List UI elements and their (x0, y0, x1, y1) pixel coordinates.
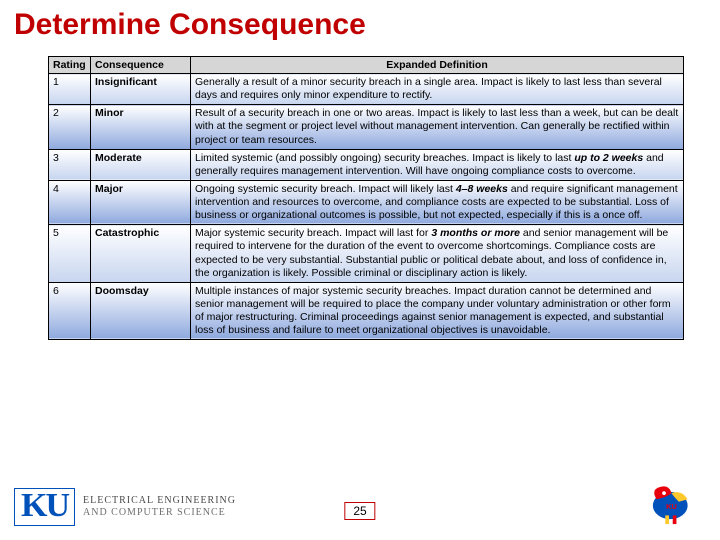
table-row: 5CatastrophicMajor systemic security bre… (49, 225, 684, 283)
cell-rating: 3 (49, 149, 91, 180)
col-definition: Expanded Definition (191, 57, 684, 74)
cell-definition: Limited systemic (and possibly ongoing) … (191, 149, 684, 180)
cell-consequence: Moderate (91, 149, 191, 180)
slide-footer: KU ELECTRICAL ENGINEERING AND COMPUTER S… (0, 478, 720, 534)
cell-consequence: Minor (91, 105, 191, 149)
table-header-row: Rating Consequence Expanded Definition (49, 57, 684, 74)
ku-logo: KU ELECTRICAL ENGINEERING AND COMPUTER S… (14, 488, 236, 526)
col-consequence: Consequence (91, 57, 191, 74)
cell-consequence: Doomsday (91, 282, 191, 340)
cell-definition: Result of a security breach in one or tw… (191, 105, 684, 149)
page-number: 25 (344, 502, 375, 520)
table-body: 1InsignificantGenerally a result of a mi… (49, 74, 684, 340)
ku-mark-icon: KU (14, 488, 75, 526)
consequence-table: Rating Consequence Expanded Definition 1… (48, 56, 684, 340)
cell-consequence: Major (91, 180, 191, 224)
svg-text:KU: KU (666, 502, 677, 511)
cell-definition: Major systemic security breach. Impact w… (191, 225, 684, 283)
col-rating: Rating (49, 57, 91, 74)
cell-rating: 2 (49, 105, 91, 149)
cell-rating: 5 (49, 225, 91, 283)
cell-definition: Generally a result of a minor security b… (191, 74, 684, 105)
dept-line1: ELECTRICAL ENGINEERING (83, 495, 236, 508)
page-title: Determine Consequence (0, 0, 720, 42)
cell-definition: Ongoing systemic security breach. Impact… (191, 180, 684, 224)
department-name: ELECTRICAL ENGINEERING AND COMPUTER SCIE… (83, 495, 236, 520)
cell-definition: Multiple instances of major systemic sec… (191, 282, 684, 340)
title-text: Determine Consequence (14, 8, 366, 41)
emphasis-duration: up to 2 weeks (574, 152, 643, 164)
consequence-table-container: Rating Consequence Expanded Definition 1… (48, 56, 684, 340)
cell-rating: 4 (49, 180, 91, 224)
cell-rating: 1 (49, 74, 91, 105)
table-row: 3ModerateLimited systemic (and possibly … (49, 149, 684, 180)
cell-consequence: Catastrophic (91, 225, 191, 283)
cell-rating: 6 (49, 282, 91, 340)
jayhawk-icon: KU (638, 478, 700, 528)
table-row: 6DoomsdayMultiple instances of major sys… (49, 282, 684, 340)
dept-line2: AND COMPUTER SCIENCE (83, 507, 236, 520)
emphasis-duration: 4–8 weeks (456, 183, 508, 195)
table-row: 2MinorResult of a security breach in one… (49, 105, 684, 149)
cell-consequence: Insignificant (91, 74, 191, 105)
table-row: 4MajorOngoing systemic security breach. … (49, 180, 684, 224)
table-row: 1InsignificantGenerally a result of a mi… (49, 74, 684, 105)
emphasis-duration: 3 months or more (431, 227, 520, 239)
